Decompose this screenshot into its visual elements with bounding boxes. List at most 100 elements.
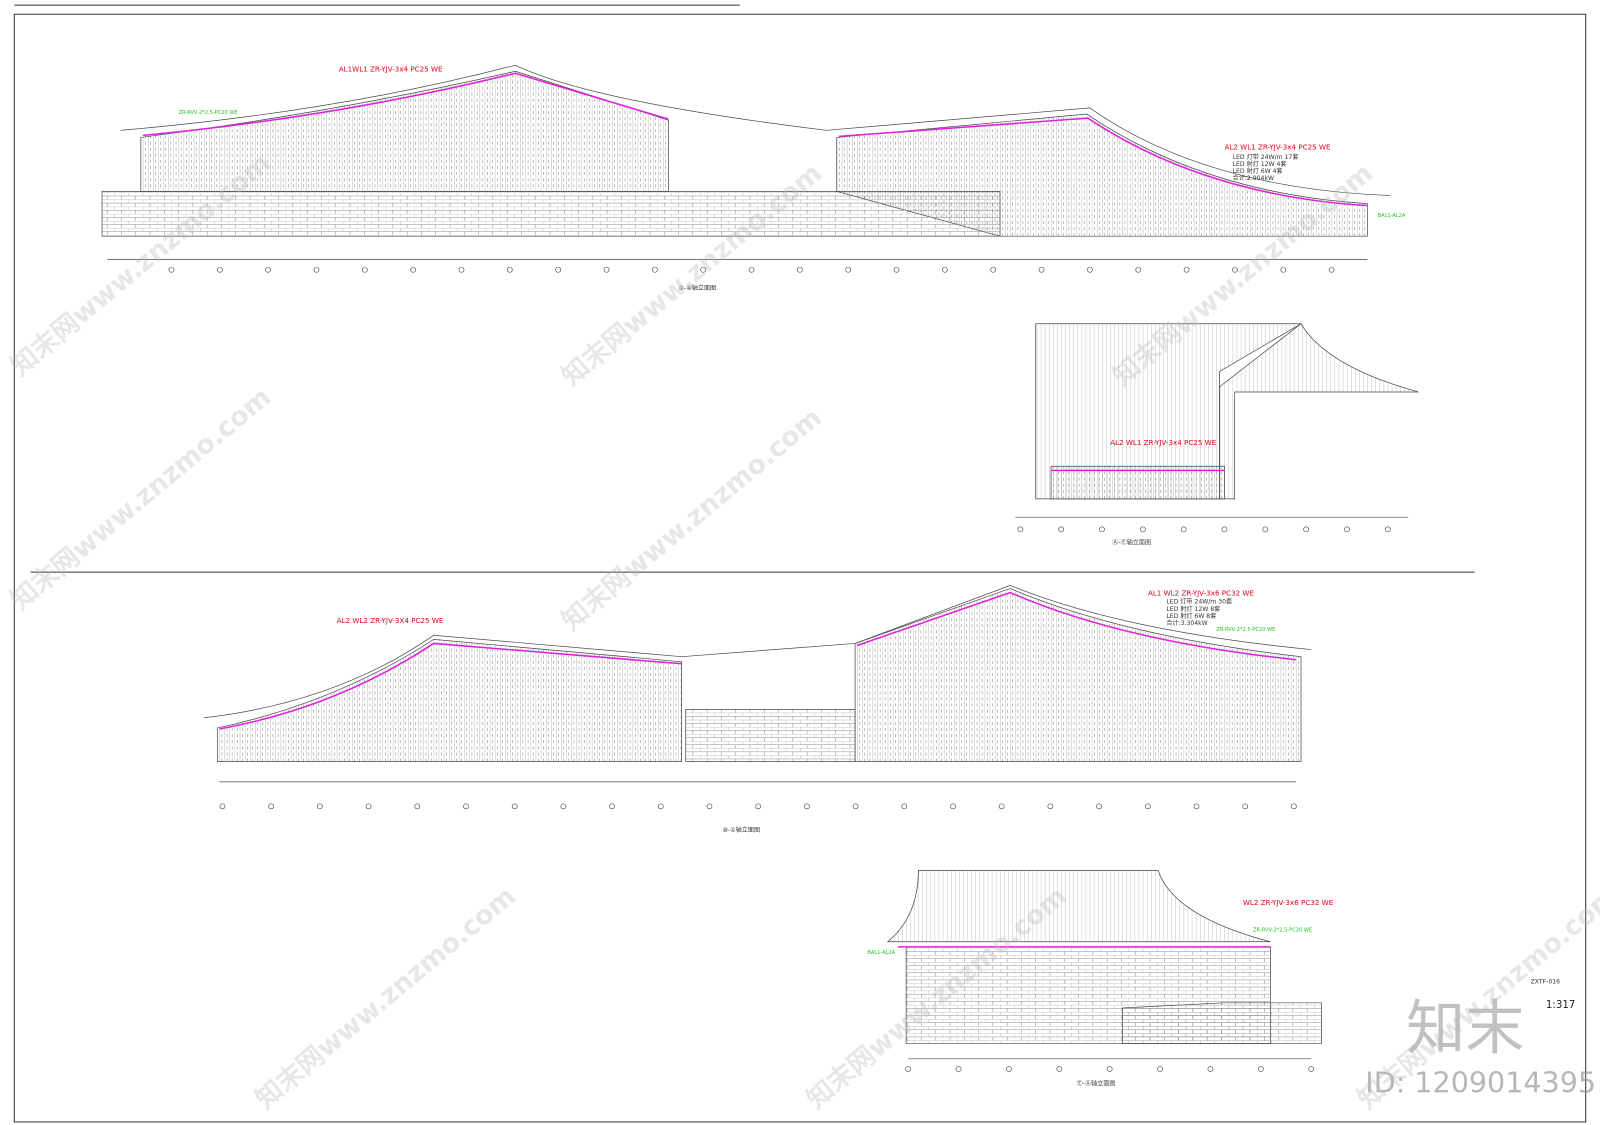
fixture-note: LED 灯带 24W/m 17套 [1233, 153, 1299, 161]
axis-bubble [1180, 526, 1187, 533]
axis-bubble [365, 803, 372, 810]
axis-bubble [852, 803, 859, 810]
fixture-note: LED 灯带 24W/m 30套 [1166, 598, 1232, 606]
axis-bubble [998, 803, 1005, 810]
axis-bubble [1242, 803, 1249, 810]
axis-bubble [1262, 526, 1269, 533]
axis-bubble [804, 803, 810, 810]
cable-label: AL1WL1 ZR-YJV-3x4 PC25 WE [339, 64, 443, 73]
axis-bubble [1221, 526, 1228, 533]
axis-bubble [845, 266, 852, 273]
axis-bubble [1157, 1066, 1163, 1072]
elevation-2 [1015, 323, 1419, 518]
frame [13, 13, 1587, 1123]
axis-bubble [1303, 526, 1309, 533]
axis-bubble [1135, 266, 1142, 273]
cable-label: AL1 WL2 ZR-YJV-3x6 PC32 WE [1148, 589, 1255, 598]
axis-bubble [893, 266, 900, 273]
fixture-note: LED 射灯 12W 8套 [1166, 605, 1220, 613]
axis-bubble [1096, 803, 1102, 810]
axis-bubble [216, 266, 223, 273]
watermark: 知末网www.znzmo.com [556, 402, 828, 637]
axis-bubble [265, 266, 271, 273]
drawing-number: ZXTF-016 [1531, 978, 1561, 985]
drawing-title: ⑩-①轴立面图 [722, 826, 760, 834]
fixture-note: 合计:3.304kW [1166, 619, 1207, 627]
drawing-title: ①-⑩轴立面图 [679, 284, 717, 292]
cable-label: AL2 WL1 ZR-YJV-3x4 PC25 WE [1224, 143, 1331, 152]
drawing-title: Ⓐ-Ⓔ轴立面图 [1112, 539, 1151, 547]
axis-bubble [748, 266, 755, 273]
cable-label: AL2 WL2 ZR-YJV-3X4 PC25 WE [337, 616, 444, 625]
asset-id: ID: 1209014395 [1365, 1066, 1596, 1099]
axis-bubble [950, 803, 956, 810]
axis-bubble [942, 266, 948, 273]
axis-bubble [1017, 526, 1024, 533]
axis-bubble [560, 803, 567, 810]
axis-bubble [1038, 266, 1045, 273]
box-label: BAL1-AL2A [867, 950, 895, 956]
axis-bubble [1384, 526, 1391, 533]
drawing-title: Ⓔ-Ⓐ轴立面图 [1077, 1079, 1116, 1087]
axis-bubble [268, 803, 275, 810]
axis-bubbles [168, 266, 1391, 1072]
axis-bubble [1207, 1066, 1214, 1072]
watermark: 知末网www.znzmo.com [250, 880, 522, 1115]
elevation-3 [204, 585, 1312, 783]
axis-bubble [1106, 1066, 1113, 1072]
control-cable: ZR-RVV-2*2.5-PC20 WE [179, 110, 238, 116]
control-cable: ZR-RVV-2*2.5-PC20 WE [1216, 627, 1275, 633]
watermark: 知末网www.znzmo.com [5, 382, 277, 617]
axis-bubble [219, 803, 226, 810]
axis-bubble [463, 803, 469, 810]
brand-mark: 知末 [1406, 994, 1524, 1063]
box-label: BAL1-AL2A [1378, 213, 1406, 219]
axis-bubble [1099, 526, 1105, 533]
axis-bubble [1193, 803, 1200, 810]
axis-bubble [506, 266, 513, 273]
cable-label: AL2 WL1 ZR-YJV-3x4 PC25 WE [1110, 438, 1217, 447]
axis-bubble [706, 803, 713, 810]
axis-bubble [1056, 1066, 1063, 1072]
axis-bubble [1344, 526, 1350, 533]
scale: 1:317 [1546, 1000, 1575, 1011]
axis-bubble [651, 266, 658, 273]
axis-bubble [1280, 266, 1287, 273]
axis-bubble [361, 266, 368, 273]
axis-bubble [700, 266, 707, 273]
axis-bubble [755, 803, 762, 810]
axis-bubble [901, 803, 908, 810]
axis-bubble [905, 1066, 912, 1072]
axis-bubble [990, 266, 997, 273]
fixture-note: LED 射灯 12W 4套 [1233, 160, 1287, 168]
axis-bubble [555, 266, 562, 273]
axis-bubble [955, 1066, 962, 1072]
axis-bubble [1257, 1066, 1264, 1072]
axis-bubble [1308, 1066, 1315, 1072]
cable-label: WL2 ZR-YJV-3x6 PC32 WE [1243, 898, 1334, 907]
axis-bubble [1087, 266, 1093, 273]
axis-bubble [1006, 1066, 1012, 1072]
axis-bubble [458, 266, 465, 273]
axis-bubble [1183, 266, 1190, 273]
control-cable: ZR-RVV-2*2.5-PC20 WE [1253, 928, 1312, 934]
fixture-note: 合计:2.904kW [1233, 174, 1274, 182]
fixture-note: LED 射灯 6W 4套 [1233, 167, 1283, 175]
axis-bubble [1291, 803, 1297, 810]
axis-bubble [1232, 266, 1238, 273]
watermarks: 知末网www.znzmo.com 知末网www.znzmo.com 知末网www… [5, 147, 1600, 1115]
axis-bubble [1328, 266, 1335, 273]
axis-bubble [1144, 803, 1151, 810]
axis-bubble [1058, 526, 1065, 533]
elevation-4 [886, 870, 1322, 1060]
axis-bubble [316, 803, 323, 810]
elevation-1 [101, 64, 1390, 260]
axis-bubble [414, 803, 421, 810]
axis-bubble [1140, 526, 1146, 533]
axis-bubble [511, 803, 518, 810]
axis-bubble [603, 266, 610, 273]
axis-bubble [410, 266, 416, 273]
fixture-note: LED 射灯 6W 8套 [1166, 612, 1216, 620]
axis-bubble [657, 803, 664, 810]
